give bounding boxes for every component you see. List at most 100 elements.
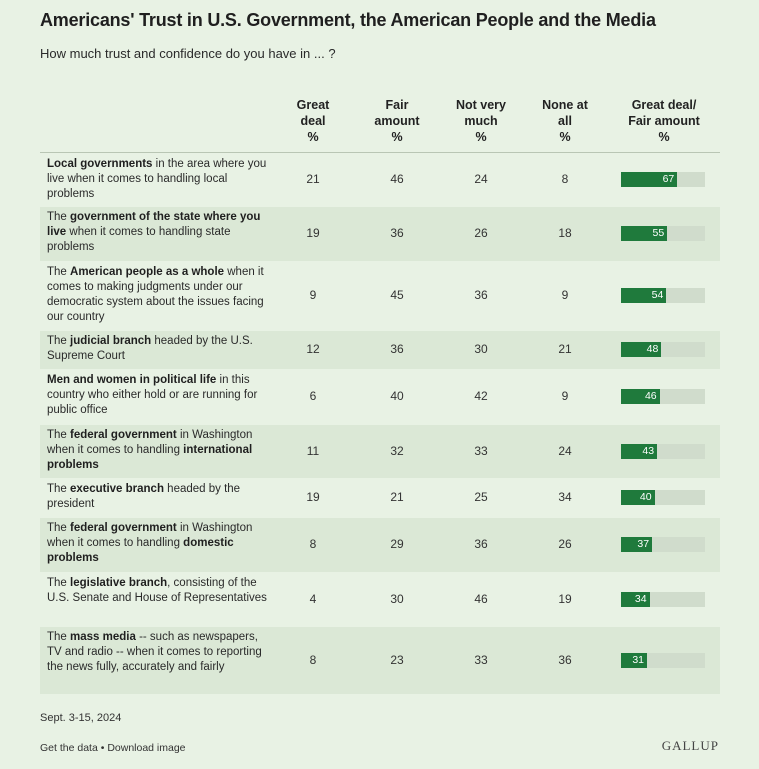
row-label-bold: mass media [70,631,136,643]
table-cell: 42 [474,389,488,403]
row-label: The government of the state where you li… [47,210,269,255]
row-label: The American people as a whole when it c… [47,265,269,325]
download-image-link[interactable]: Download image [107,742,186,754]
combined-bar-track: 55 [621,226,705,241]
table-cell: 30 [474,342,488,356]
table-cell: 36 [390,342,404,356]
combined-bar: 34 [621,592,650,607]
table-cell: 9 [309,288,317,302]
combined-bar-label: 37 [637,538,650,550]
table-cell: 23 [390,653,404,667]
table-cell: 40 [390,389,404,403]
combined-bar-label: 40 [639,491,652,503]
row-label: The judicial branch headed by the U.S. S… [47,334,269,364]
row-label-bold: federal government [70,429,177,441]
row-label: The legislative branch, consisting of th… [47,576,269,606]
row-label: The federal government in Washington whe… [47,428,269,473]
row-label-bold: domestic problems [47,537,234,564]
table-cell: 36 [390,226,404,240]
table-cell: 34 [558,490,572,504]
combined-bar-track: 48 [621,342,705,357]
combined-bar: 37 [621,537,653,552]
combined-bar-track: 34 [621,592,705,607]
combined-bar-label: 55 [652,227,665,239]
table-row: The government of the state where you li… [40,207,720,261]
row-label-text: The [47,483,71,495]
combined-bar-label: 48 [646,343,659,355]
row-label-text: The [47,429,71,441]
column-header-5: Great deal/Fair amount% [614,97,714,145]
table-cell: 19 [306,490,320,504]
row-label-text: headed by the U.S. Supreme Court [47,335,253,362]
row-label: The executive branch headed by the presi… [47,482,269,512]
combined-bar: 31 [621,653,648,668]
column-header-1: Great deal% [273,97,353,145]
column-header-line: much [464,114,498,128]
table-cell: 8 [309,537,317,551]
combined-bar-label: 46 [644,390,657,402]
row-label-text: in Washington when it comes to handling [47,429,253,456]
table-row: The federal government in Washington whe… [40,425,720,478]
column-header-line: Great [296,98,330,112]
row-label-text: in Washington when it comes to handling [47,522,253,549]
row-label-text: when it comes to handling state problems [47,226,231,253]
row-label-text: headed by the president [47,483,241,510]
table-cell: 9 [561,288,569,302]
row-label: Local governments in the area where you … [47,157,269,202]
combined-bar-label: 67 [662,173,675,185]
date-footnote: Sept. 3-15, 2024 [40,712,122,724]
combined-bar: 40 [621,490,655,505]
table-cell: 36 [474,288,488,302]
row-label-text: The [47,577,71,589]
table-cell: 18 [558,226,572,240]
table-row: The American people as a whole when it c… [40,262,720,330]
column-header-line: all [558,114,572,128]
column-header-2: Fair amount% [357,97,437,145]
row-label-text: The [47,266,71,278]
row-label-bold: international problems [47,444,253,471]
table-cell: 33 [474,444,488,458]
table-row: Men and women in political life in this … [40,370,720,424]
column-header-line: % [475,130,487,144]
row-label-bold: American people as a whole [70,266,225,278]
combined-bar-label: 34 [634,593,647,605]
combined-bar: 54 [621,288,667,303]
table-cell: 8 [309,653,317,667]
table-cell: 21 [306,172,320,186]
column-header-line: % [559,130,571,144]
chart-subtitle: How much trust and confidence do you hav… [40,46,336,61]
combined-bar: 67 [621,172,678,187]
get-data-link[interactable]: Get the data [40,742,98,754]
column-header-line: deal [300,114,326,128]
column-header-line: Not very [455,98,507,112]
column-header-line: Great deal/ [631,98,697,112]
table-cell: 24 [474,172,488,186]
column-header-line: Fair [385,98,409,112]
combined-bar-track: 67 [621,172,705,187]
table-cell: 25 [474,490,488,504]
combined-bar: 46 [621,389,660,404]
table-cell: 21 [558,342,572,356]
combined-bar-track: 37 [621,537,705,552]
combined-bar-track: 46 [621,389,705,404]
table-cell: 19 [558,592,572,606]
column-header-line: Fair amount [628,114,700,128]
column-header-line: % [307,130,319,144]
row-label-bold: federal government [70,522,177,534]
header-divider [40,152,720,153]
combined-bar-track: 31 [621,653,705,668]
row-label-bold: judicial branch [70,335,152,347]
table-row: The legislative branch, consisting of th… [40,573,720,626]
table-row: The federal government in Washington whe… [40,518,720,572]
table-cell: 45 [390,288,404,302]
table-cell: 21 [390,490,404,504]
combined-bar: 43 [621,444,658,459]
row-label-text: -- such as newspapers, TV and radio -- w… [47,631,262,673]
table-cell: 12 [306,342,320,356]
combined-bar-label: 43 [642,445,655,457]
table-cell: 33 [474,653,488,667]
column-header-line: amount [374,114,420,128]
row-label-text: in the area where you live when it comes… [47,158,267,200]
table-cell: 46 [390,172,404,186]
table-cell: 11 [306,444,320,458]
